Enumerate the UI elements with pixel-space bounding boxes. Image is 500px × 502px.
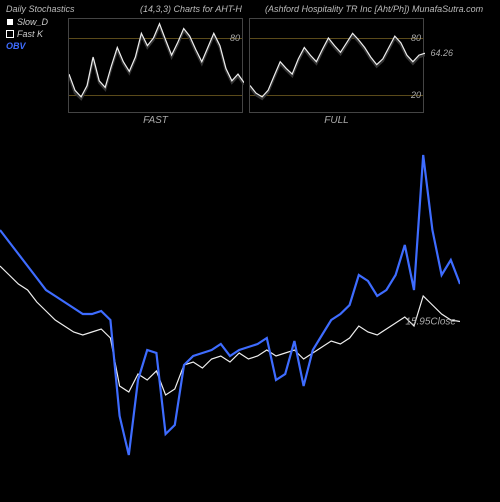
- main-chart: 15.95Close: [0, 140, 460, 500]
- axis-tick-label: 20: [411, 90, 421, 100]
- mini-value-label: 64.26: [430, 48, 453, 58]
- swatch-slow-d: [6, 18, 14, 26]
- mini-panel-full: 64.268020: [249, 18, 424, 113]
- legend: Slow_D Fast K OBV: [6, 16, 48, 52]
- legend-fast-k-label: Fast K: [17, 28, 43, 40]
- chart-container: Daily Stochastics (14,3,3) Charts for AH…: [0, 0, 500, 500]
- mini-panel-full-wrap: 64.268020 FULL: [249, 18, 424, 126]
- header-right-text: (Ashford Hospitality TR Inc [Aht/Ph]) Mu…: [265, 4, 483, 14]
- main-chart-svg: [0, 140, 460, 500]
- axis-tick-label: 80: [411, 33, 421, 43]
- mini-panel-fast-wrap: 33.0880 FAST: [68, 18, 243, 126]
- legend-obv: OBV: [6, 40, 48, 52]
- close-value-label: 15.95Close: [405, 316, 456, 327]
- axis-tick-label: 80: [230, 33, 240, 43]
- legend-obv-label: OBV: [6, 40, 26, 52]
- mini-panels-row: 33.0880 FAST 64.268020 FULL: [68, 18, 424, 126]
- swatch-fast-k: [6, 30, 14, 38]
- legend-fast-k: Fast K: [6, 28, 48, 40]
- mini-panel-fast: 33.0880: [68, 18, 243, 113]
- mini-panel-fast-title: FAST: [68, 115, 243, 126]
- header-left-text: Daily Stochastics: [6, 4, 75, 14]
- mini-chart-svg: [250, 19, 425, 114]
- mini-panel-full-title: FULL: [249, 115, 424, 126]
- mini-chart-svg: [69, 19, 244, 114]
- legend-slow-d: Slow_D: [6, 16, 48, 28]
- legend-slow-d-label: Slow_D: [17, 16, 48, 28]
- header-mid-text: (14,3,3) Charts for AHT-H: [140, 4, 242, 14]
